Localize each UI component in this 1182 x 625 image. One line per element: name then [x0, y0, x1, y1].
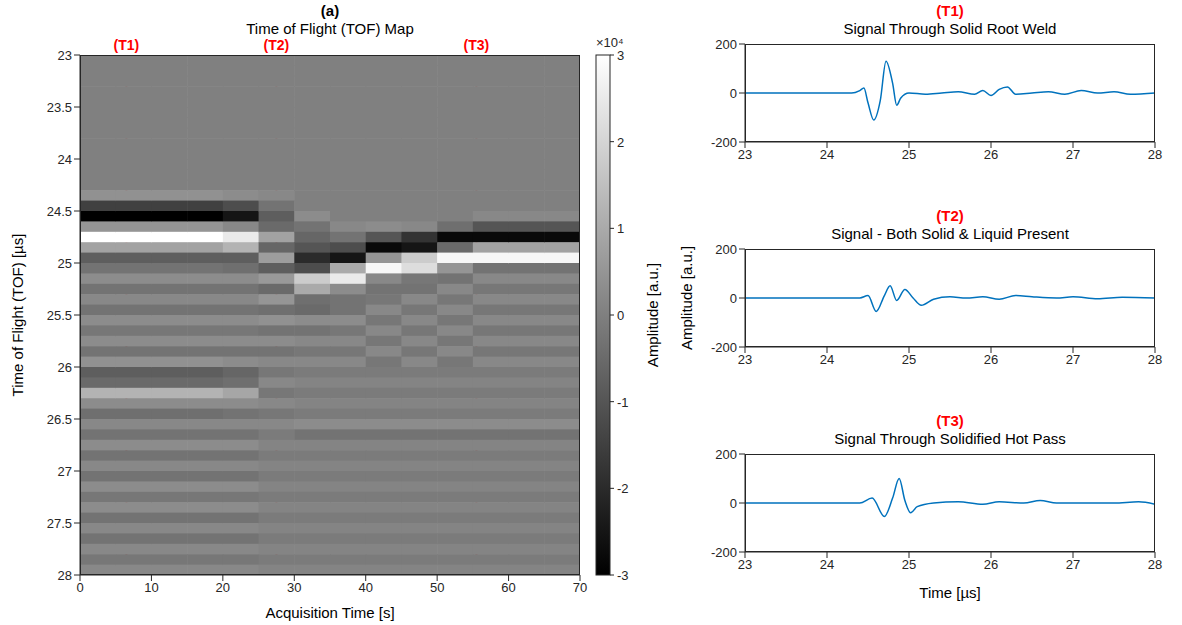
svg-text:-3: -3 — [617, 568, 629, 583]
svg-text:×10⁴: ×10⁴ — [596, 35, 624, 50]
svg-text:0: 0 — [730, 496, 737, 511]
svg-text:25: 25 — [902, 557, 916, 572]
svg-text:25: 25 — [58, 256, 72, 271]
svg-text:40: 40 — [358, 580, 372, 595]
svg-text:27: 27 — [58, 464, 72, 479]
svg-text:23: 23 — [738, 352, 752, 367]
html-text:(a): (a) — [320, 2, 340, 19]
svg-text:26: 26 — [58, 360, 72, 375]
svg-text:200: 200 — [715, 38, 737, 52]
svg-text:(T3): (T3) — [464, 37, 490, 53]
svg-text:(T1): (T1) — [114, 37, 140, 53]
svg-text:28: 28 — [1148, 147, 1162, 162]
svg-text:200: 200 — [715, 448, 737, 462]
html-text:(T2): (T2) — [936, 207, 964, 224]
svg-text:70: 70 — [573, 580, 587, 595]
html-text:Signal - Both Solid & Liquid P: Signal - Both Solid & Liquid Present — [831, 225, 1069, 242]
svg-text:0: 0 — [730, 291, 737, 306]
svg-text:27: 27 — [1066, 352, 1080, 367]
svg-text:28: 28 — [1148, 352, 1162, 367]
html-text:Signal Through Solidified Hot: Signal Through Solidified Hot Pass — [834, 430, 1066, 447]
svg-text:Time of Flight (TOF) [µs]: Time of Flight (TOF) [µs] — [9, 234, 26, 397]
svg-text:24: 24 — [820, 557, 834, 572]
svg-text:26: 26 — [984, 557, 998, 572]
svg-text:Acquisition Time [s]: Acquisition Time [s] — [265, 604, 394, 621]
svg-text:24: 24 — [820, 147, 834, 162]
svg-text:-2: -2 — [617, 481, 629, 496]
svg-text:Amplitude [a.u.]: Amplitude [a.u.] — [644, 263, 661, 367]
svg-text:10: 10 — [144, 580, 158, 595]
svg-text:26: 26 — [984, 352, 998, 367]
svg-text:25.5: 25.5 — [47, 308, 72, 323]
svg-text:-200: -200 — [711, 545, 737, 560]
svg-text:1: 1 — [617, 221, 624, 236]
svg-text:(T2): (T2) — [264, 37, 290, 53]
svg-text:Amplitude [a.u.]: Amplitude [a.u.] — [678, 246, 695, 350]
svg-text:25: 25 — [902, 147, 916, 162]
html-text:Time of Flight (TOF) Map: Time of Flight (TOF) Map — [246, 20, 414, 37]
svg-text:60: 60 — [501, 580, 515, 595]
svg-text:-200: -200 — [711, 340, 737, 355]
svg-text:-200: -200 — [711, 135, 737, 150]
svg-text:27: 27 — [1066, 147, 1080, 162]
svg-text:Time [µs]: Time [µs] — [919, 584, 980, 601]
html-text:Signal Through Solid Root Weld: Signal Through Solid Root Weld — [843, 20, 1057, 37]
svg-text:27: 27 — [1066, 557, 1080, 572]
svg-text:50: 50 — [430, 580, 444, 595]
html-text:(T3): (T3) — [936, 412, 964, 429]
svg-text:20: 20 — [216, 580, 230, 595]
svg-text:26.5: 26.5 — [47, 412, 72, 427]
svg-text:30: 30 — [287, 580, 301, 595]
svg-text:23: 23 — [58, 48, 72, 63]
svg-text:23: 23 — [738, 557, 752, 572]
svg-text:2: 2 — [617, 135, 624, 150]
svg-text:0: 0 — [730, 86, 737, 101]
svg-text:23: 23 — [738, 147, 752, 162]
svg-text:0: 0 — [617, 308, 624, 323]
svg-text:0: 0 — [76, 580, 83, 595]
svg-text:28: 28 — [58, 568, 72, 583]
html-text:(T1): (T1) — [936, 2, 964, 19]
svg-text:28: 28 — [1148, 557, 1162, 572]
svg-text:27.5: 27.5 — [47, 516, 72, 531]
svg-text:23.5: 23.5 — [47, 100, 72, 115]
svg-text:24: 24 — [820, 352, 834, 367]
svg-text:3: 3 — [617, 48, 624, 63]
svg-text:24.5: 24.5 — [47, 204, 72, 219]
svg-text:24: 24 — [58, 152, 72, 167]
svg-text:200: 200 — [715, 243, 737, 257]
svg-text:25: 25 — [902, 352, 916, 367]
svg-text:-1: -1 — [617, 395, 629, 410]
svg-text:26: 26 — [984, 147, 998, 162]
